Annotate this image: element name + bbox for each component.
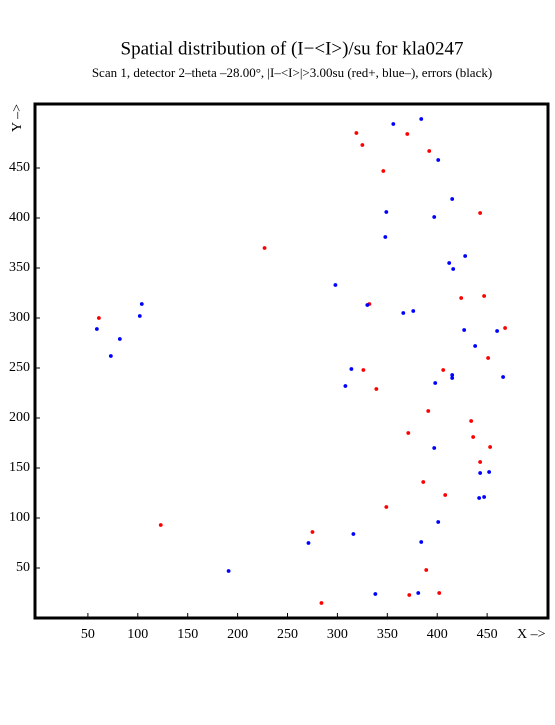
point (450, 373, 455, 377)
y-tick-label: 150 (9, 460, 30, 475)
y-tick-label: 350 (9, 260, 30, 275)
x-tick-label: 450 (477, 627, 498, 642)
y-tick-label: 100 (9, 510, 30, 525)
plot-frame (33, 102, 550, 620)
point (478, 471, 483, 475)
point (306, 541, 311, 545)
point (427, 149, 432, 153)
point (432, 215, 437, 219)
point (450, 197, 455, 201)
point (351, 532, 356, 536)
x-tick-label: 100 (127, 627, 148, 642)
chart-subtitle: Scan 1, detector 2–theta –28.00°, |I–<I>… (92, 65, 492, 80)
point (354, 131, 359, 135)
y-tick-label: 400 (9, 210, 30, 225)
point (349, 367, 354, 371)
chart-title: Spatial distribution of (I−<I>)/su for k… (121, 38, 464, 59)
point (333, 283, 338, 287)
point (343, 384, 348, 388)
point (478, 460, 483, 464)
point (473, 344, 478, 348)
y-tick-label: 300 (9, 310, 30, 325)
point (478, 211, 483, 215)
point (401, 311, 406, 315)
point (450, 376, 455, 380)
point (463, 254, 468, 258)
point (441, 368, 446, 372)
y-tick-label: 250 (9, 360, 30, 375)
point (365, 303, 370, 307)
y-tick-label: 450 (9, 160, 30, 175)
point (361, 368, 366, 372)
point (447, 261, 452, 265)
point (406, 431, 411, 435)
x-tick-label: 250 (277, 627, 298, 642)
x-tick-label: 300 (327, 627, 348, 642)
point (487, 470, 492, 474)
point (139, 302, 144, 306)
point (360, 143, 365, 147)
point (384, 505, 389, 509)
point (407, 593, 412, 597)
point (443, 493, 448, 497)
point (262, 246, 267, 250)
y-axis-label: Y –> (10, 104, 25, 132)
point (108, 354, 113, 358)
point (471, 435, 476, 439)
point (482, 495, 487, 499)
point (433, 381, 438, 385)
point (411, 309, 416, 313)
point (419, 117, 424, 121)
point (424, 568, 429, 572)
y-tick-label: 200 (9, 410, 30, 425)
point (391, 122, 396, 126)
x-tick-label: 200 (227, 627, 248, 642)
point (158, 523, 163, 527)
x-tick-label: 150 (177, 627, 198, 642)
point (462, 328, 467, 332)
point (117, 337, 122, 341)
point (451, 267, 456, 271)
point (383, 235, 388, 239)
point (226, 569, 231, 573)
x-tick-label: 400 (427, 627, 448, 642)
point (416, 591, 421, 595)
point (482, 294, 487, 298)
point (381, 169, 386, 173)
x-axis-label: X –> (517, 627, 546, 642)
point (96, 316, 101, 320)
point (501, 375, 505, 379)
point (477, 496, 482, 500)
point (436, 158, 441, 162)
point (426, 409, 431, 413)
point (503, 326, 507, 330)
point (495, 329, 499, 333)
point (488, 445, 493, 449)
point (384, 210, 389, 214)
point (486, 356, 491, 360)
y-tick-label: 50 (16, 560, 30, 575)
point (437, 591, 442, 595)
point (419, 540, 424, 544)
point (310, 530, 315, 534)
point (319, 601, 324, 605)
point (374, 387, 379, 391)
x-tick-label: 350 (377, 627, 398, 642)
point (459, 296, 464, 300)
point (405, 132, 410, 136)
point (373, 592, 378, 596)
point (469, 419, 474, 423)
point (432, 446, 437, 450)
point (421, 480, 426, 484)
point (436, 520, 441, 524)
x-tick-label: 50 (81, 627, 95, 642)
point (137, 314, 142, 318)
point (94, 327, 99, 331)
